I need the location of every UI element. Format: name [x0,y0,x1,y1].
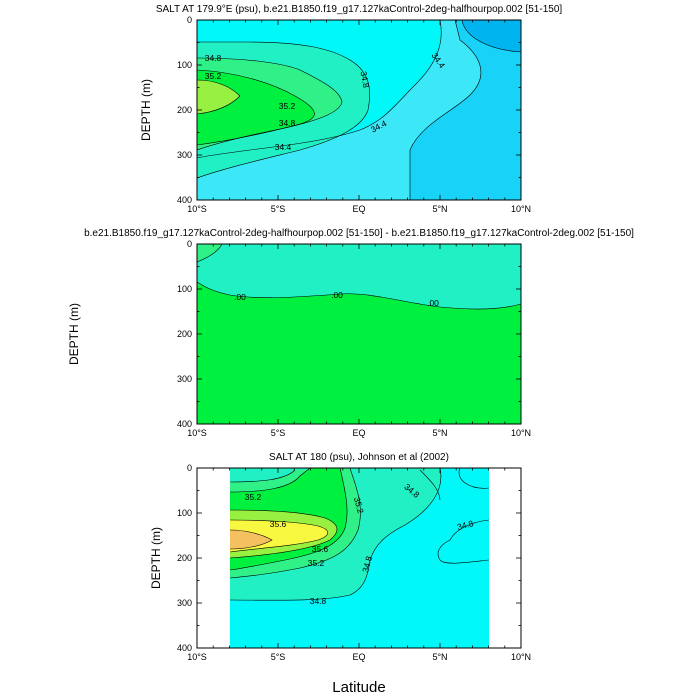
x-tick-label: EQ [352,428,365,438]
x-tick-label: 5°S [271,652,286,662]
y-tick-label: 100 [177,284,192,294]
y-tick-label: 0 [187,463,192,473]
panel-2-contour-labels: .00 .00 .00 [234,290,439,308]
p2-fill-zero [197,244,521,309]
p1-clabel-3: 35.2 [279,101,296,111]
panel-1-lines [197,20,521,200]
p3-clabel-9: 34.8 [310,596,327,606]
p2-fill-pos [197,244,222,262]
panel-2-axes: 10°S 5°S EQ 5°N 10°N 0 100 200 300 400 [177,239,531,438]
panel-2: b.e21.B1850.f19_g17.127kaControl-2deg-ha… [67,228,634,438]
y-tick-label: 200 [177,329,192,339]
p1-clabel-1: 34.8 [205,53,222,63]
x-tick-label: 5°N [432,204,447,214]
y-tick-label: 0 [187,239,192,249]
x-tick-label: 10°N [511,204,531,214]
p3-clabel-8: 34.8 [456,518,475,532]
panel-1-axes: 10°S 5°S EQ 5°N 10°N 0 100 200 300 400 [177,15,531,214]
p3-clabel-6: 34.8 [360,555,374,574]
y-tick-label: 400 [177,195,192,205]
panel-3-fill [230,468,489,648]
panel-3-ylabel: DEPTH (m) [149,527,163,589]
y-tick-label: 100 [177,508,192,518]
panel-2-fill [197,244,521,424]
p2-clabel-2: .00 [331,290,343,300]
panel-3-xlabel: Latitude [332,679,385,696]
panel-3-axes: 10°S 5°S EQ 5°N 10°N 0 100 200 300 400 [177,463,531,662]
panel-1-ylabel: DEPTH (m) [139,79,153,141]
panel-3-lines [230,468,489,601]
y-tick-label: 200 [177,553,192,563]
y-tick-label: 400 [177,419,192,429]
panel-1: SALT AT 179.9°E (psu), b.e21.B1850.f19_g… [139,4,562,214]
p3-clabel-3: 35.6 [312,544,329,554]
x-tick-label: EQ [352,204,365,214]
p1-clabel-5: 34.8 [359,70,372,88]
y-tick-label: 300 [177,150,192,160]
x-tick-label: 10°S [187,652,207,662]
panel-3-title: SALT AT 180 (psu), Johnson et al (2002) [269,452,449,463]
x-tick-label: EQ [352,652,365,662]
panel-3: SALT AT 180 (psu), Johnson et al (2002) … [149,452,531,696]
panel-1-title: SALT AT 179.9°E (psu), b.e21.B1850.f19_g… [156,4,563,15]
p1-clabel-2: 35.2 [205,71,222,81]
p1-fill-c35.4 [197,80,240,114]
y-tick-label: 0 [187,15,192,25]
panel-2-ylabel: DEPTH (m) [67,303,81,365]
p3-clabel-4: 35.2 [352,496,366,515]
p1-clabel-4: 34.8 [279,118,296,128]
y-tick-label: 300 [177,374,192,384]
panel-1-fill [197,20,521,200]
p1-fill-c34.0 [462,20,521,52]
panel-2-lines [197,244,521,310]
p3-clabel-2: 35.6 [270,519,287,529]
y-tick-label: 100 [177,60,192,70]
p1-fill-c34.2 [410,20,521,200]
x-tick-label: 10°N [511,428,531,438]
x-tick-label: 5°N [432,652,447,662]
p3-clabel-5: 35.2 [308,558,325,568]
p3-clabel-1: 35.2 [245,492,262,502]
y-tick-label: 200 [177,105,192,115]
p3-fill-c35.8 [230,530,272,549]
panel-2-title: b.e21.B1850.f19_g17.127kaControl-2deg-ha… [84,228,634,239]
y-tick-label: 300 [177,598,192,608]
x-tick-label: 5°S [271,428,286,438]
x-tick-label: 10°S [187,428,207,438]
p1-clabel-6: 34.4 [275,142,292,152]
x-tick-label: 5°N [432,428,447,438]
panel-3-contour-labels: 35.2 35.6 35.6 35.2 35.2 34.8 34.8 34.8 … [245,482,475,606]
x-tick-label: 10°N [511,652,531,662]
x-tick-label: 5°S [271,204,286,214]
p2-clabel-3: .00 [427,298,439,308]
p2-clabel-1: .00 [234,292,246,302]
x-tick-label: 10°S [187,204,207,214]
y-tick-label: 400 [177,643,192,653]
